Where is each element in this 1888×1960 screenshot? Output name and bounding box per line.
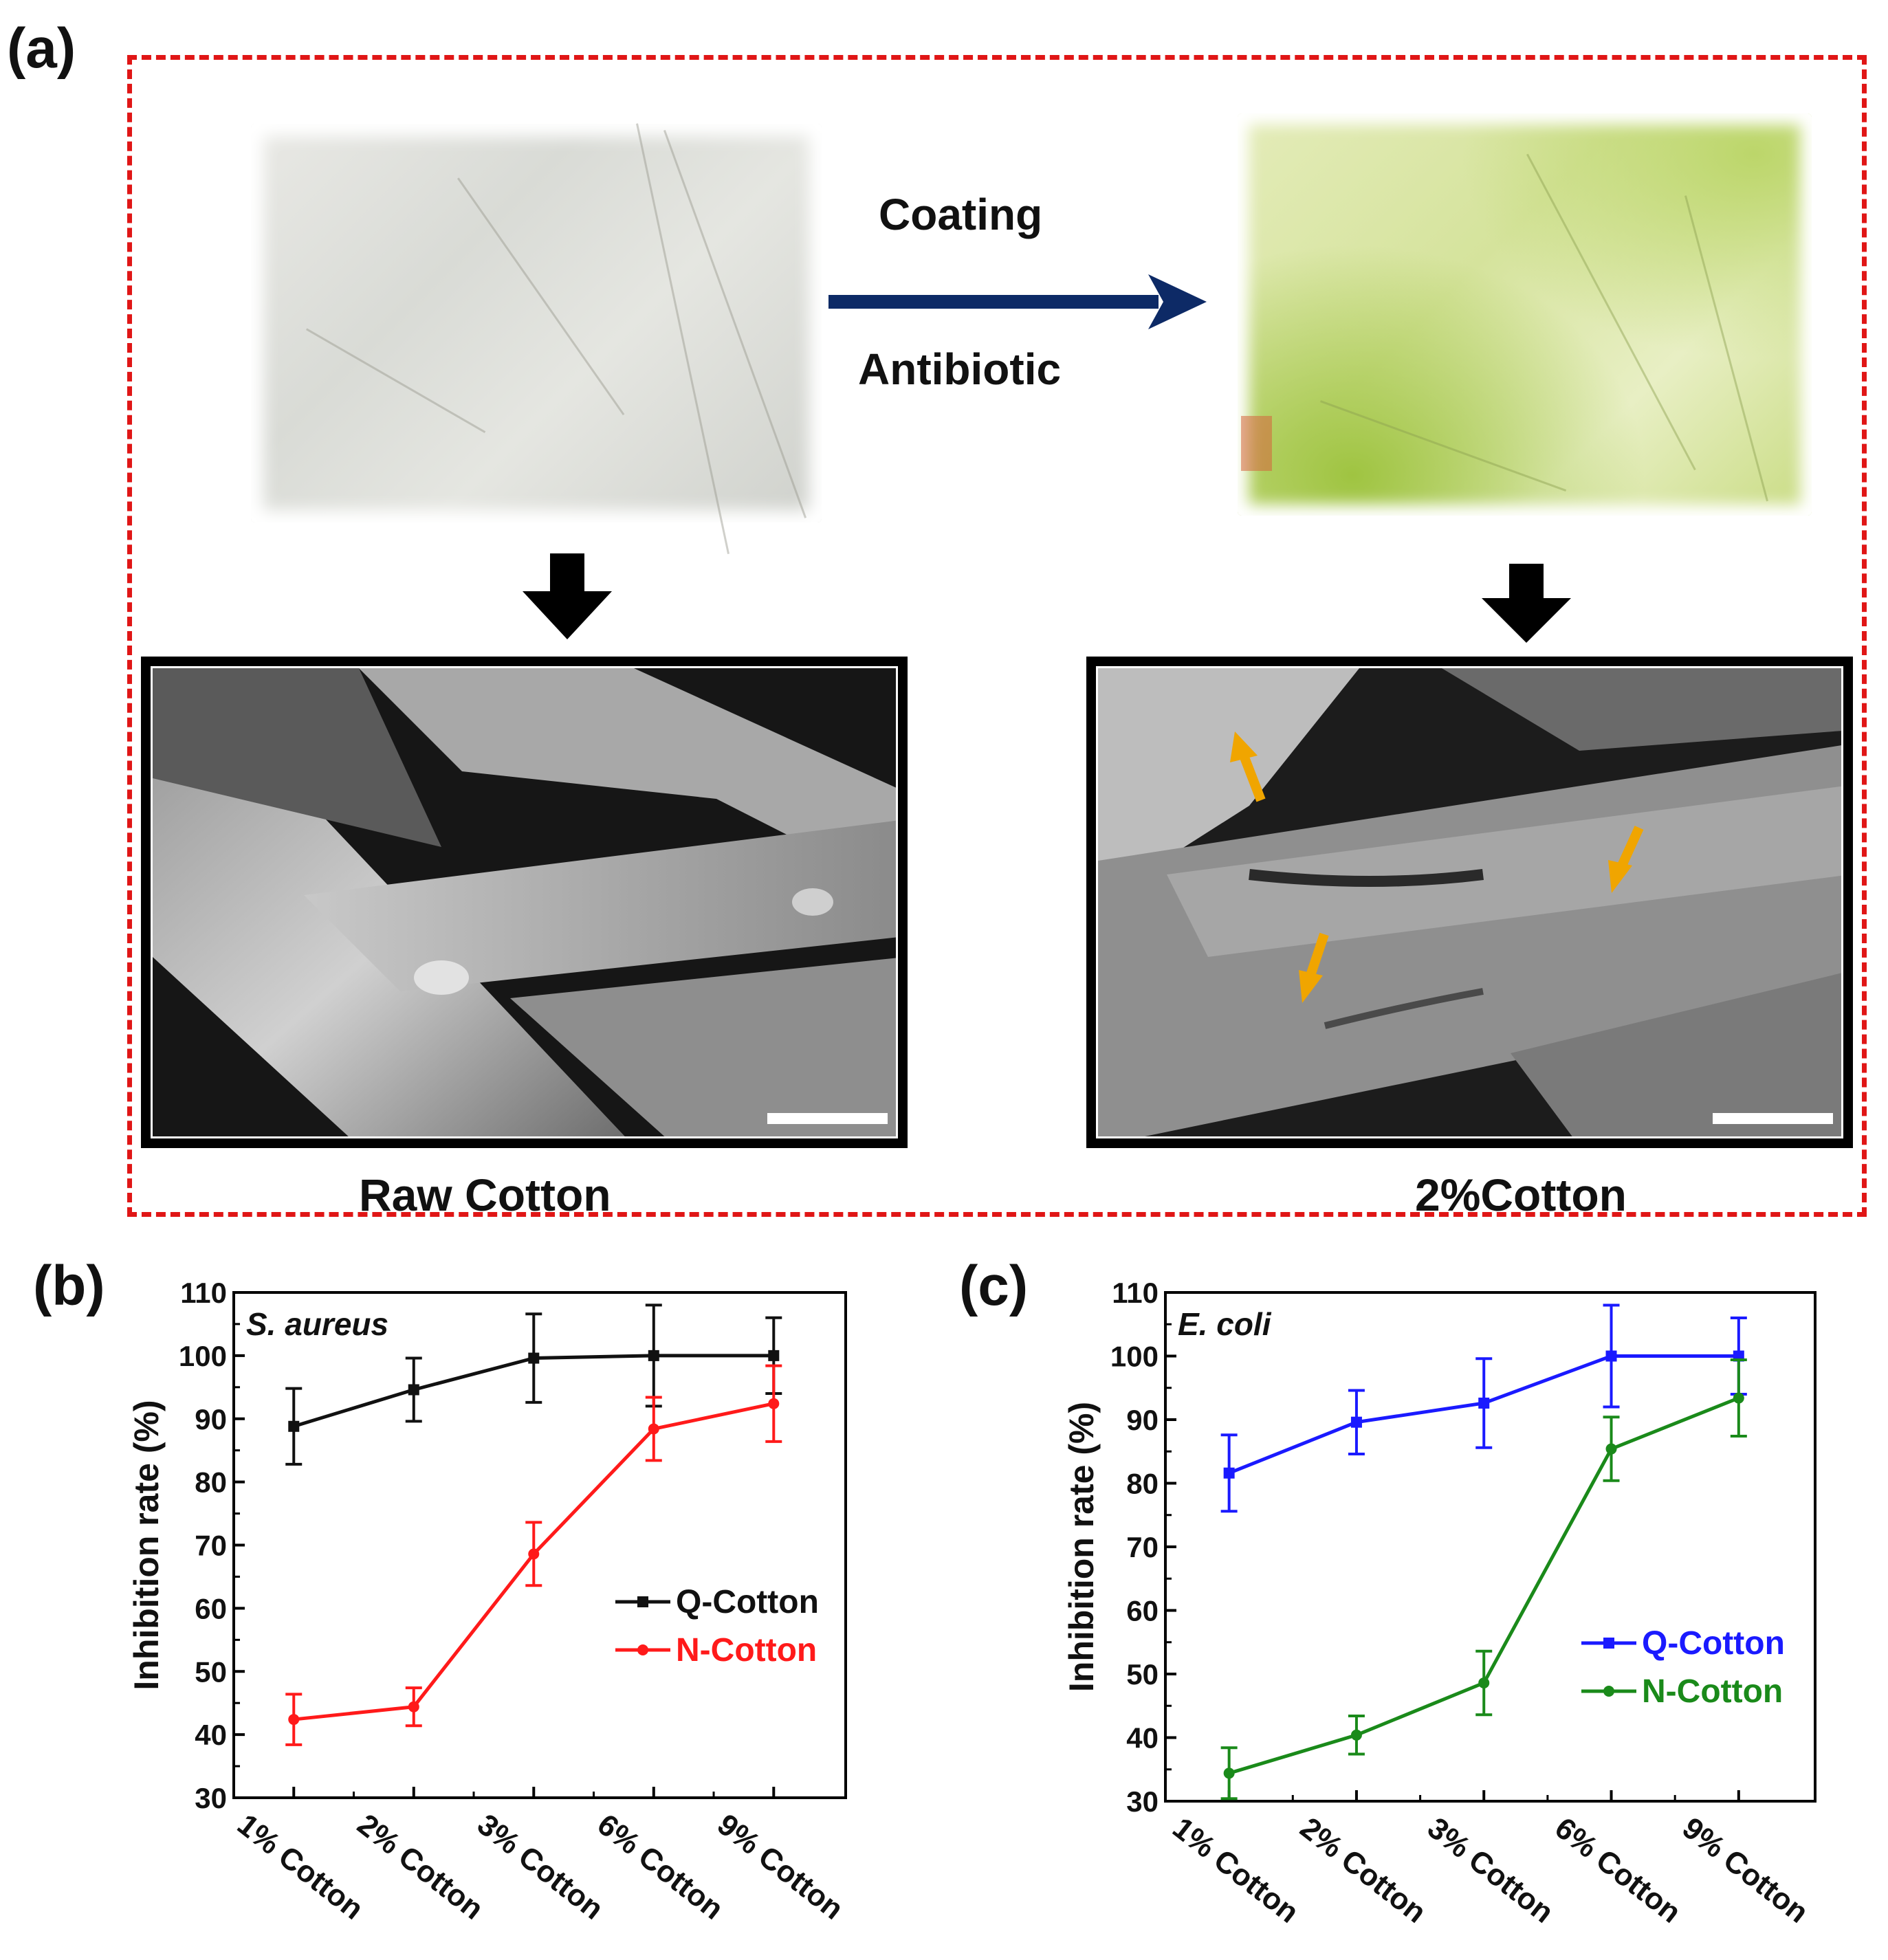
coating-label: Coating (879, 190, 1043, 239)
data-point (1733, 1392, 1744, 1404)
coated-cotton-photo (1238, 113, 1812, 516)
data-point (528, 1548, 540, 1560)
y-tick-label: 80 (195, 1466, 227, 1499)
plot-frame (1164, 1291, 1816, 1803)
legend-label: Q-Cotton (676, 1584, 819, 1620)
legend-marker (637, 1596, 648, 1607)
panel-b-label: (b) (33, 1255, 105, 1317)
x-tick-label: 3% Cotton (471, 1807, 610, 1926)
data-point (768, 1398, 780, 1409)
data-point (648, 1350, 659, 1361)
y-tick-label: 40 (195, 1719, 227, 1751)
y-tick-label: 90 (1126, 1404, 1159, 1436)
x-tick-label: 9% Cotton (711, 1807, 850, 1926)
legend-label: Q-Cotton (1642, 1625, 1785, 1662)
data-point (1223, 1467, 1235, 1479)
data-point (648, 1423, 659, 1435)
scale-bar-raw (767, 1113, 888, 1124)
raw-cotton-caption: Raw Cotton (359, 1169, 611, 1220)
y-tick-label: 50 (195, 1655, 227, 1688)
data-point (768, 1350, 780, 1361)
legend-label: N-Cotton (676, 1632, 817, 1669)
x-tick-label: 6% Cotton (1548, 1811, 1687, 1930)
coated-cotton-caption: 2%Cotton (1415, 1169, 1627, 1220)
y-axis-label: Inhibition rate (%) (1062, 1402, 1101, 1692)
x-tick-label: 2% Cotton (1294, 1811, 1433, 1930)
x-tick-label: 9% Cotton (1676, 1811, 1815, 1930)
data-point (1478, 1677, 1490, 1688)
sem-raw-fibers (153, 668, 896, 1136)
data-point (288, 1714, 300, 1726)
y-tick-label: 60 (195, 1592, 227, 1625)
legend-marker (1603, 1638, 1614, 1649)
legend-marker (637, 1644, 648, 1655)
panel-a-label: (a) (7, 17, 76, 80)
sem-image-raw-cotton (141, 657, 908, 1148)
orange-arrow-icon (1306, 932, 1329, 978)
down-arrow-left-icon (523, 553, 612, 639)
y-tick-label: 100 (1110, 1341, 1159, 1373)
organism-label: E. coli (1178, 1306, 1272, 1342)
y-tick-label: 40 (1126, 1722, 1159, 1754)
x-tick-label: 2% Cotton (351, 1807, 490, 1926)
y-tick-label: 100 (179, 1340, 227, 1372)
y-tick-label: 30 (195, 1782, 227, 1814)
plot-frame (232, 1291, 847, 1799)
x-tick-label: 1% Cotton (231, 1807, 370, 1926)
scale-bar-coated (1713, 1113, 1833, 1124)
y-tick-label: 110 (1112, 1277, 1159, 1309)
y-tick-label: 50 (1126, 1658, 1159, 1691)
data-point (1350, 1416, 1362, 1428)
x-tick-label: 1% Cotton (1166, 1811, 1305, 1930)
sem-coated-fibers (1098, 668, 1841, 1136)
panel-c-label: (c) (959, 1255, 1029, 1317)
sem-image-coated-cotton (1086, 657, 1853, 1148)
color-patch (1241, 416, 1272, 471)
data-point (1605, 1350, 1617, 1362)
y-tick-label: 90 (195, 1403, 227, 1435)
organism-label: S. aureus (246, 1306, 388, 1342)
panel-a-frame (127, 55, 1867, 1217)
down-arrow-right-icon (1482, 564, 1571, 643)
data-point (1223, 1768, 1235, 1779)
orange-arrow-icon (1617, 826, 1644, 868)
data-point (1478, 1397, 1490, 1409)
data-point (288, 1420, 300, 1432)
y-tick-label: 110 (180, 1277, 227, 1309)
y-tick-label: 70 (195, 1530, 227, 1562)
x-tick-label: 6% Cotton (591, 1807, 730, 1926)
data-point (528, 1352, 540, 1364)
chart-s-aureus: 30 40 50 60 70 80 90 100 110 Inhibition rate (%) 1… (127, 1277, 850, 1926)
legend-label: N-Cotton (1642, 1673, 1783, 1710)
y-tick-label: 70 (1126, 1531, 1159, 1563)
y-tick-label: 80 (1126, 1468, 1159, 1500)
x-tick-label: 3% Cotton (1421, 1811, 1560, 1930)
chart-e-coli: 30 40 50 60 70 80 90 100 110 Inhibition rate (%) 1… (1062, 1277, 1816, 1930)
orange-arrow-icon (1239, 753, 1266, 802)
legend-marker (1603, 1686, 1614, 1697)
series-line-n-cotton (1228, 1396, 1739, 1775)
y-tick-label: 60 (1126, 1595, 1159, 1627)
orange-arrows (1230, 731, 1644, 1003)
data-point (408, 1384, 419, 1396)
y-axis-label: Inhibition rate (%) (127, 1400, 166, 1690)
data-point (1605, 1443, 1617, 1455)
raw-cotton-photo (251, 123, 822, 555)
data-point (1350, 1729, 1362, 1741)
data-point (408, 1701, 419, 1713)
antibiotic-label: Antibiotic (858, 344, 1062, 394)
y-tick-label: 30 (1126, 1785, 1159, 1818)
process-arrow-icon (828, 274, 1207, 329)
